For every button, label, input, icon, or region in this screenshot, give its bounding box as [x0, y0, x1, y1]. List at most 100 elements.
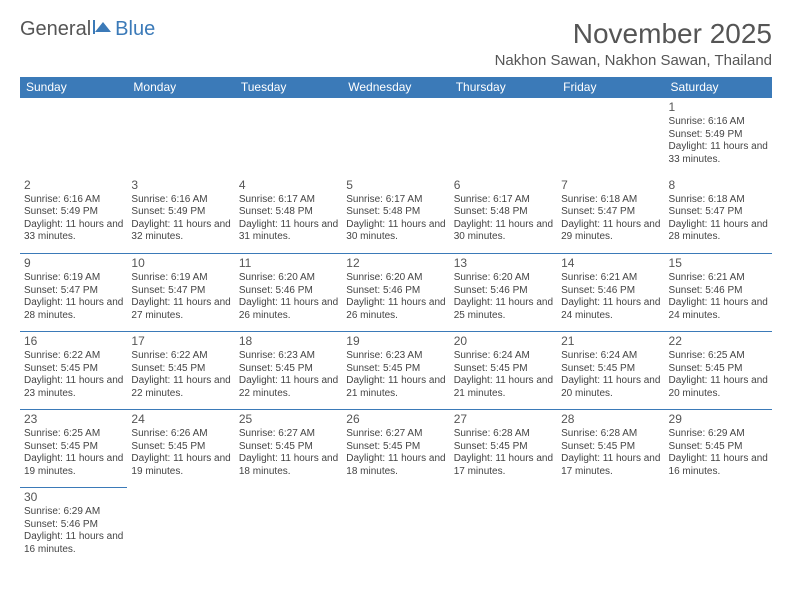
calendar-day-cell: 28Sunrise: 6:28 AMSunset: 5:45 PMDayligh…	[557, 410, 664, 488]
sunset-text: Sunset: 5:45 PM	[24, 363, 123, 376]
day-number: 1	[669, 100, 768, 115]
day-number: 11	[239, 256, 338, 271]
sunrise-text: Sunrise: 6:16 AM	[24, 194, 123, 207]
daylight-text: Daylight: 11 hours and 29 minutes.	[561, 219, 660, 244]
day-number: 29	[669, 412, 768, 427]
calendar-day-cell: 3Sunrise: 6:16 AMSunset: 5:49 PMDaylight…	[127, 176, 234, 254]
calendar-week-row: 9Sunrise: 6:19 AMSunset: 5:47 PMDaylight…	[20, 254, 772, 332]
daylight-text: Daylight: 11 hours and 28 minutes.	[24, 297, 123, 322]
sunset-text: Sunset: 5:48 PM	[346, 206, 445, 219]
day-header: Thursday	[450, 77, 557, 98]
day-number: 15	[669, 256, 768, 271]
day-number: 22	[669, 334, 768, 349]
daylight-text: Daylight: 11 hours and 31 minutes.	[239, 219, 338, 244]
day-number: 8	[669, 178, 768, 193]
sunset-text: Sunset: 5:46 PM	[346, 285, 445, 298]
day-number: 13	[454, 256, 553, 271]
sunset-text: Sunset: 5:48 PM	[454, 206, 553, 219]
calendar-day-cell	[665, 488, 772, 566]
sunrise-text: Sunrise: 6:20 AM	[454, 272, 553, 285]
sunset-text: Sunset: 5:46 PM	[669, 285, 768, 298]
sunset-text: Sunset: 5:45 PM	[561, 441, 660, 454]
sunset-text: Sunset: 5:48 PM	[239, 206, 338, 219]
day-number: 20	[454, 334, 553, 349]
calendar-day-cell: 26Sunrise: 6:27 AMSunset: 5:45 PMDayligh…	[342, 410, 449, 488]
calendar-day-cell: 16Sunrise: 6:22 AMSunset: 5:45 PMDayligh…	[20, 332, 127, 410]
calendar-week-row: 16Sunrise: 6:22 AMSunset: 5:45 PMDayligh…	[20, 332, 772, 410]
daylight-text: Daylight: 11 hours and 20 minutes.	[561, 375, 660, 400]
sunset-text: Sunset: 5:47 PM	[561, 206, 660, 219]
calendar-day-cell: 30Sunrise: 6:29 AMSunset: 5:46 PMDayligh…	[20, 488, 127, 566]
calendar-day-cell	[450, 488, 557, 566]
sunrise-text: Sunrise: 6:18 AM	[669, 194, 768, 207]
day-number: 27	[454, 412, 553, 427]
sunset-text: Sunset: 5:47 PM	[131, 285, 230, 298]
day-number: 6	[454, 178, 553, 193]
sunrise-text: Sunrise: 6:23 AM	[239, 350, 338, 363]
calendar-day-cell: 15Sunrise: 6:21 AMSunset: 5:46 PMDayligh…	[665, 254, 772, 332]
daylight-text: Daylight: 11 hours and 22 minutes.	[131, 375, 230, 400]
sunset-text: Sunset: 5:45 PM	[454, 363, 553, 376]
calendar-day-cell	[450, 98, 557, 176]
day-number: 3	[131, 178, 230, 193]
calendar-week-row: 1Sunrise: 6:16 AMSunset: 5:49 PMDaylight…	[20, 98, 772, 176]
daylight-text: Daylight: 11 hours and 26 minutes.	[239, 297, 338, 322]
sunset-text: Sunset: 5:45 PM	[346, 441, 445, 454]
calendar-day-cell	[557, 98, 664, 176]
calendar-table: Sunday Monday Tuesday Wednesday Thursday…	[20, 77, 772, 566]
day-number: 25	[239, 412, 338, 427]
day-number: 17	[131, 334, 230, 349]
daylight-text: Daylight: 11 hours and 33 minutes.	[669, 141, 768, 166]
sunrise-text: Sunrise: 6:22 AM	[24, 350, 123, 363]
daylight-text: Daylight: 11 hours and 33 minutes.	[24, 219, 123, 244]
sunrise-text: Sunrise: 6:19 AM	[24, 272, 123, 285]
sunrise-text: Sunrise: 6:21 AM	[669, 272, 768, 285]
day-number: 28	[561, 412, 660, 427]
sunrise-text: Sunrise: 6:22 AM	[131, 350, 230, 363]
sunrise-text: Sunrise: 6:17 AM	[346, 194, 445, 207]
calendar-day-cell: 24Sunrise: 6:26 AMSunset: 5:45 PMDayligh…	[127, 410, 234, 488]
sunset-text: Sunset: 5:47 PM	[24, 285, 123, 298]
month-title: November 2025	[495, 18, 772, 50]
sunset-text: Sunset: 5:45 PM	[131, 441, 230, 454]
daylight-text: Daylight: 11 hours and 16 minutes.	[24, 531, 123, 556]
calendar-day-cell: 5Sunrise: 6:17 AMSunset: 5:48 PMDaylight…	[342, 176, 449, 254]
calendar-day-cell: 10Sunrise: 6:19 AMSunset: 5:47 PMDayligh…	[127, 254, 234, 332]
sunrise-text: Sunrise: 6:18 AM	[561, 194, 660, 207]
daylight-text: Daylight: 11 hours and 19 minutes.	[24, 453, 123, 478]
daylight-text: Daylight: 11 hours and 28 minutes.	[669, 219, 768, 244]
calendar-day-cell: 27Sunrise: 6:28 AMSunset: 5:45 PMDayligh…	[450, 410, 557, 488]
calendar-day-cell: 2Sunrise: 6:16 AMSunset: 5:49 PMDaylight…	[20, 176, 127, 254]
daylight-text: Daylight: 11 hours and 16 minutes.	[669, 453, 768, 478]
daylight-text: Daylight: 11 hours and 21 minutes.	[454, 375, 553, 400]
sunset-text: Sunset: 5:45 PM	[24, 441, 123, 454]
daylight-text: Daylight: 11 hours and 24 minutes.	[669, 297, 768, 322]
calendar-day-cell: 6Sunrise: 6:17 AMSunset: 5:48 PMDaylight…	[450, 176, 557, 254]
sunrise-text: Sunrise: 6:29 AM	[24, 506, 123, 519]
daylight-text: Daylight: 11 hours and 23 minutes.	[24, 375, 123, 400]
calendar-day-cell	[342, 98, 449, 176]
logo: General Blue	[20, 18, 155, 41]
day-number: 4	[239, 178, 338, 193]
sunset-text: Sunset: 5:47 PM	[669, 206, 768, 219]
calendar-day-cell: 17Sunrise: 6:22 AMSunset: 5:45 PMDayligh…	[127, 332, 234, 410]
calendar-day-cell: 7Sunrise: 6:18 AMSunset: 5:47 PMDaylight…	[557, 176, 664, 254]
day-number: 18	[239, 334, 338, 349]
sunset-text: Sunset: 5:45 PM	[454, 441, 553, 454]
sunrise-text: Sunrise: 6:24 AM	[561, 350, 660, 363]
calendar-day-cell: 13Sunrise: 6:20 AMSunset: 5:46 PMDayligh…	[450, 254, 557, 332]
daylight-text: Daylight: 11 hours and 26 minutes.	[346, 297, 445, 322]
day-number: 10	[131, 256, 230, 271]
day-number: 7	[561, 178, 660, 193]
sunset-text: Sunset: 5:46 PM	[24, 519, 123, 532]
sunrise-text: Sunrise: 6:16 AM	[669, 116, 768, 129]
calendar-day-cell: 21Sunrise: 6:24 AMSunset: 5:45 PMDayligh…	[557, 332, 664, 410]
calendar-day-cell	[342, 488, 449, 566]
sunrise-text: Sunrise: 6:29 AM	[669, 428, 768, 441]
sunset-text: Sunset: 5:46 PM	[239, 285, 338, 298]
calendar-day-cell: 14Sunrise: 6:21 AMSunset: 5:46 PMDayligh…	[557, 254, 664, 332]
daylight-text: Daylight: 11 hours and 17 minutes.	[454, 453, 553, 478]
title-block: November 2025 Nakhon Sawan, Nakhon Sawan…	[495, 18, 772, 69]
sunrise-text: Sunrise: 6:25 AM	[24, 428, 123, 441]
sunrise-text: Sunrise: 6:25 AM	[669, 350, 768, 363]
